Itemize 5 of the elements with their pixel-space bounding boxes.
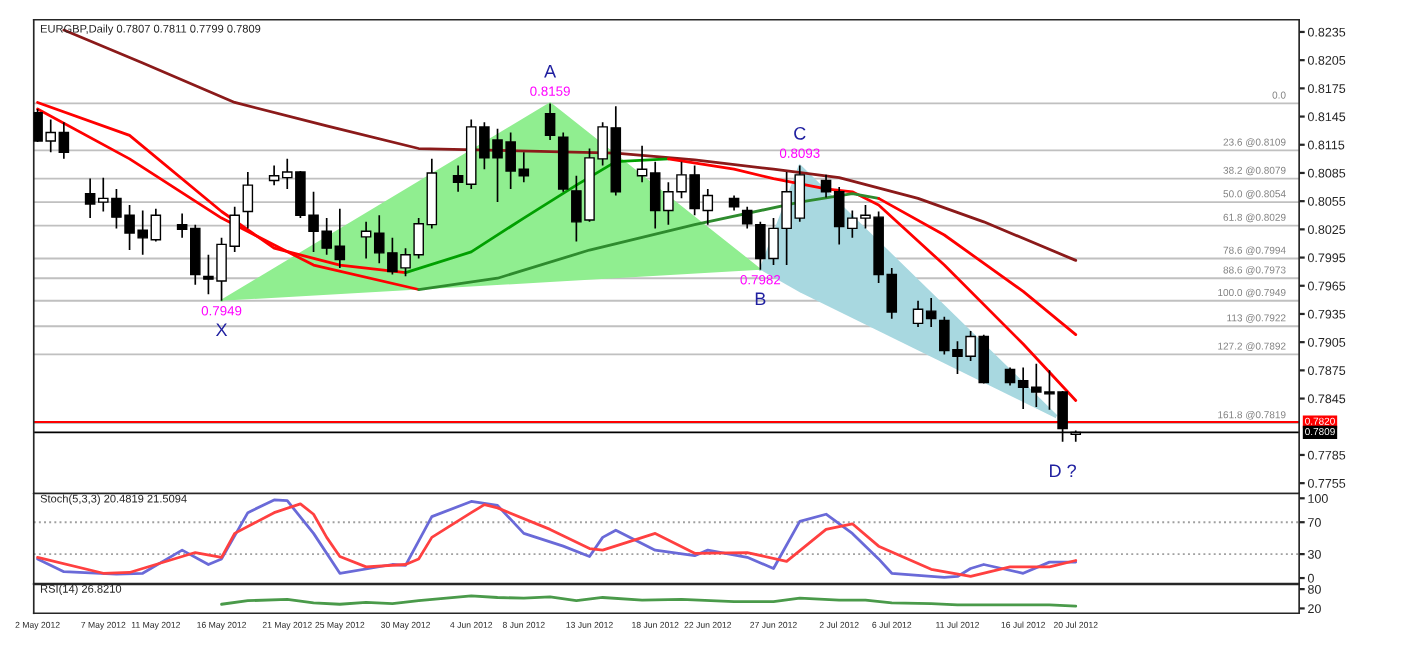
annotation: C xyxy=(794,126,806,140)
annotation: D ? xyxy=(1050,464,1076,478)
annotation: B xyxy=(755,292,766,305)
annotation: X xyxy=(215,323,228,337)
annotation: A xyxy=(544,65,557,78)
